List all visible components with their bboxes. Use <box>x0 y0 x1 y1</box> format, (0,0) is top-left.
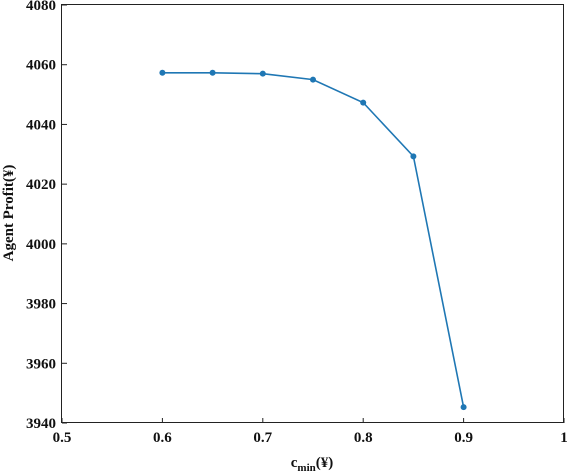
data-point <box>259 70 266 77</box>
y-tick-label: 4040 <box>26 117 56 133</box>
x-tick-label: 0.8 <box>354 430 373 446</box>
y-tick-label: 4080 <box>26 0 56 14</box>
series-line <box>162 71 465 408</box>
axes-box <box>61 4 564 423</box>
x-tick-label: 0.5 <box>53 430 72 446</box>
y-axis-ticks: 3940 3960 3980 4000 4020 4040 4060 4080 <box>26 0 67 432</box>
data-point <box>410 153 417 160</box>
y-tick-label: 4020 <box>26 177 56 193</box>
data-point <box>360 99 367 106</box>
y-tick-label: 4060 <box>26 58 56 74</box>
x-tick-label: 0.7 <box>253 430 272 446</box>
series-layer <box>159 69 467 411</box>
y-axis-title: Agent Profit(¥) <box>1 165 17 262</box>
y-tick-label: 3940 <box>26 416 56 432</box>
data-point <box>159 69 166 76</box>
y-tick-label: 3980 <box>26 297 56 313</box>
x-axis-title-unit: (¥) <box>316 455 334 471</box>
data-point <box>460 404 467 411</box>
x-tick-label: 0.9 <box>454 430 473 446</box>
x-tick-label: 1 <box>560 430 567 446</box>
x-axis-title-subscript: min <box>297 462 315 473</box>
x-axis-ticks: 0.5 0.6 0.7 0.8 0.9 1 <box>53 418 567 446</box>
y-tick-label: 3960 <box>26 356 56 372</box>
data-point <box>209 69 216 76</box>
x-axis-title: cmin(¥) <box>291 455 334 473</box>
data-point <box>310 76 316 83</box>
y-tick-label: 4000 <box>26 237 56 253</box>
x-axis-title-base: c <box>291 455 298 471</box>
plot-area: 0.5 0.6 0.7 0.8 0.9 1 3940 3960 3980 4000 4020 404… <box>26 0 567 446</box>
x-tick-label: 0.6 <box>153 430 172 446</box>
